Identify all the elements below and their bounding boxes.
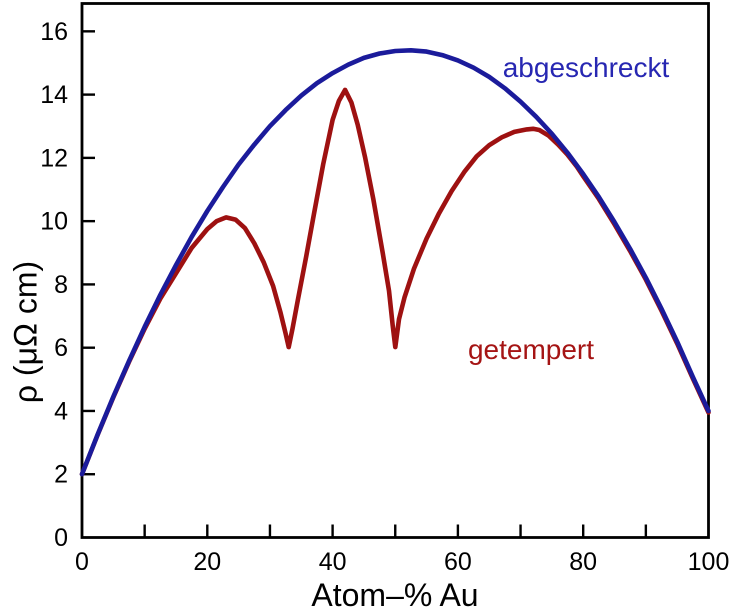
y-tick-label: 4: [54, 397, 68, 425]
y-tick-label: 10: [40, 208, 68, 236]
x-tick-label: 40: [319, 548, 347, 576]
y-tick-label: 16: [40, 18, 68, 46]
curve-getempert: [79, 87, 711, 477]
x-tick-label: 80: [569, 548, 597, 576]
y-tick-label: 6: [54, 334, 68, 362]
y-tick-label: 0: [54, 524, 68, 552]
series-label-abgeschreckt: abgeschreckt: [502, 52, 670, 83]
y-axis-title: ρ (μΩ cm): [7, 260, 44, 404]
y-tick-label: 8: [54, 271, 68, 299]
y-tick-label: 12: [40, 144, 68, 172]
x-axis-title: Atom–% Au: [311, 577, 479, 613]
x-tick-label: 0: [75, 548, 89, 576]
series-label-getempert: getempert: [467, 334, 595, 365]
y-tick-label: 2: [54, 461, 68, 489]
curve-abgeschreckt: [79, 48, 711, 477]
x-tick-label: 100: [688, 548, 730, 576]
x-tick-label: 20: [193, 548, 221, 576]
y-tick-label: 14: [40, 81, 68, 109]
axes-border: [80, 2, 710, 539]
x-tick-label: 60: [444, 548, 472, 576]
